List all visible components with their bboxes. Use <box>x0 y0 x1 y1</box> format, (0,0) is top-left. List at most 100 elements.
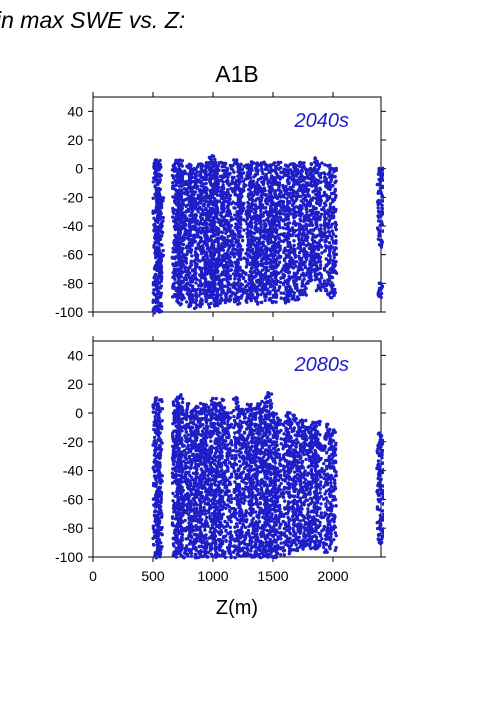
data-point <box>291 190 296 194</box>
data-point <box>210 258 214 262</box>
data-point <box>190 243 194 248</box>
data-point <box>328 202 333 206</box>
data-point <box>292 210 296 214</box>
data-point <box>229 202 234 206</box>
data-point <box>203 285 207 289</box>
data-point <box>310 223 315 227</box>
data-point <box>172 510 176 514</box>
data-point <box>324 257 328 261</box>
data-point <box>225 241 229 246</box>
data-point <box>151 536 155 541</box>
data-point <box>299 248 303 253</box>
data-point <box>201 213 206 217</box>
data-point <box>255 171 260 176</box>
data-point <box>320 251 324 255</box>
x-tick-label: 2000 <box>317 568 348 584</box>
data-point <box>261 214 265 218</box>
data-point <box>158 419 162 424</box>
data-point <box>274 242 278 246</box>
data-point <box>211 217 215 222</box>
data-point <box>221 203 226 208</box>
data-point <box>318 256 322 261</box>
data-point <box>153 450 157 454</box>
data-point <box>193 233 197 237</box>
data-point <box>214 274 218 278</box>
data-point <box>194 281 198 285</box>
data-point <box>263 236 267 240</box>
data-point <box>253 174 257 178</box>
data-point <box>314 274 318 279</box>
data-point <box>181 293 185 298</box>
data-point <box>158 555 162 559</box>
data-point <box>198 288 202 292</box>
data-point <box>245 234 250 239</box>
data-point <box>173 505 177 510</box>
data-point <box>214 163 218 167</box>
data-point <box>379 245 384 249</box>
data-point <box>171 215 175 219</box>
data-point <box>309 182 313 186</box>
data-point <box>215 169 219 173</box>
data-point <box>158 552 163 556</box>
data-point <box>187 225 191 229</box>
data-point <box>151 308 155 312</box>
data-point <box>207 160 212 165</box>
data-point <box>304 238 308 242</box>
data-point <box>221 270 225 274</box>
data-point <box>227 246 231 250</box>
data-point <box>281 175 285 179</box>
data-point <box>282 291 286 295</box>
data-point <box>250 284 254 288</box>
y-tick-label: 20 <box>67 376 83 392</box>
data-point <box>227 264 231 269</box>
data-point <box>282 167 286 171</box>
data-point <box>191 202 195 207</box>
data-point <box>259 259 263 263</box>
data-point <box>319 288 323 292</box>
data-point <box>302 219 306 224</box>
y-tick-label: 40 <box>67 347 83 363</box>
data-point <box>232 243 236 247</box>
data-point <box>222 291 226 295</box>
data-point <box>298 231 302 235</box>
data-point <box>202 177 207 182</box>
data-point <box>154 158 159 162</box>
data-point <box>195 180 200 184</box>
data-point <box>299 219 303 223</box>
data-point <box>222 206 226 211</box>
data-point <box>173 227 178 232</box>
data-point <box>181 242 186 247</box>
data-point <box>301 224 306 228</box>
data-point <box>259 193 263 198</box>
data-point <box>179 288 183 293</box>
data-point <box>171 516 175 520</box>
data-point <box>158 295 162 299</box>
data-point <box>153 265 157 269</box>
data-point <box>285 295 290 299</box>
y-tick-label: -20 <box>63 189 83 205</box>
data-point <box>152 311 156 315</box>
data-point <box>190 294 195 299</box>
data-point <box>281 226 285 230</box>
data-point <box>203 294 208 299</box>
data-point <box>248 255 253 259</box>
data-point <box>205 269 209 273</box>
data-point <box>177 195 181 200</box>
data-point <box>270 240 274 244</box>
data-point <box>160 514 164 518</box>
data-point <box>326 245 330 250</box>
data-point <box>205 174 209 178</box>
data-point <box>215 182 219 187</box>
data-point <box>273 281 277 286</box>
data-point <box>309 278 314 282</box>
data-point <box>304 207 309 211</box>
data-point <box>380 220 384 224</box>
data-point <box>308 243 312 247</box>
data-point <box>200 164 205 168</box>
data-point <box>236 204 240 208</box>
data-point <box>334 227 338 232</box>
data-point <box>159 269 164 273</box>
data-point <box>177 251 182 256</box>
data-point <box>209 301 213 306</box>
